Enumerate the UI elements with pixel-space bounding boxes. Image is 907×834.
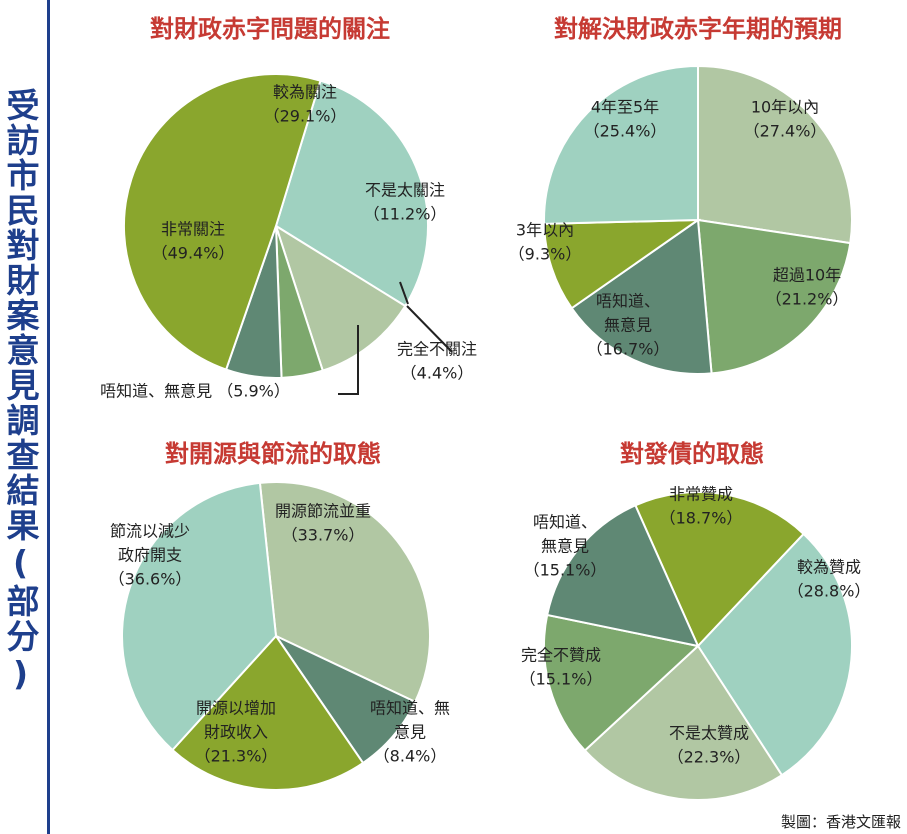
pie3-label-slice-3-line-3: （21.3%） <box>195 747 278 766</box>
pie2-slice-5 <box>543 64 699 225</box>
pie2-slice-2 <box>696 218 852 375</box>
pie3-slice-1 <box>258 481 431 704</box>
pie4-label-slice-2-line-2: （28.8%） <box>788 582 871 601</box>
pie2-label-4-5-5-line-1: 4年至5年 <box>591 98 659 117</box>
pie1-slice-5 <box>122 73 322 371</box>
pie2-label-slice-3-line-3: （16.7%） <box>587 340 670 359</box>
pie3-label-slice-4-line-3: （36.6%） <box>109 570 192 589</box>
pie3-label-slice-2-line-2: 意見 <box>394 723 426 742</box>
pie4-slice-4 <box>543 613 701 752</box>
side-divider <box>47 0 50 834</box>
pie4-title: 對發債的取態 <box>620 440 764 468</box>
pie2-slice-3 <box>570 218 713 375</box>
pie4-label-slice-4-line-1: 完全不贊成 <box>521 646 601 665</box>
pie3-label-slice-1-line-2: （33.7%） <box>282 526 365 545</box>
pie2-label-10-2-line-1: 超過10年 <box>773 266 841 285</box>
pie1-label-slice-5-line-2: （49.4%） <box>152 244 235 263</box>
pie3-slice-3 <box>171 634 365 791</box>
pie3-slice-4 <box>121 481 278 752</box>
side-title: 受訪市民對財案意見調查結果(部分) <box>1 88 40 695</box>
pie4-slice-1 <box>634 491 806 648</box>
pie1-label-slice-3-line-1: 完全不關注 <box>397 340 477 359</box>
pie4-label-slice-5-line-2: 無意見 <box>541 537 589 556</box>
pie2-slice-4 <box>543 218 702 310</box>
pie4-label-slice-3-line-2: （22.3%） <box>668 748 751 767</box>
pie3-label-slice-3-line-2: 財政收入 <box>204 723 268 742</box>
pie2-label-10-1-line-2: （27.4%） <box>744 122 827 141</box>
pie1-label-slice-3-line-2: （4.4%） <box>401 364 474 383</box>
pie2-label-10-2-line-2: （21.2%） <box>766 290 849 309</box>
pie4-label-slice-3-line-1: 不是太贊成 <box>669 724 749 743</box>
pie4-slice-3 <box>583 644 784 801</box>
pie1-label-slice-1-line-1: 較為關注 <box>273 83 337 102</box>
pie1-leader-line-3 <box>338 325 359 395</box>
pie4-label-slice-4-line-2: （15.1%） <box>520 670 603 689</box>
pie4-label-slice-5-line-3: （15.1%） <box>524 561 607 580</box>
pie3-title: 對開源與節流的取態 <box>165 440 381 468</box>
pie1-label-slice-4-line-1: 唔知道、無意見 （5.9%） <box>100 382 290 401</box>
pie1-leader-line-2 <box>406 305 453 353</box>
pie2-label-3-4-line-1: 3年以內 <box>516 221 574 240</box>
credit-line: 製圖：香港文匯報 <box>780 813 901 831</box>
pie3-label-slice-3-line-1: 開源以增加 <box>196 699 276 718</box>
pie2-slice-1 <box>697 64 853 245</box>
pie1-slice-1 <box>274 79 429 308</box>
pie1-slice-2 <box>274 223 407 372</box>
pie3-label-slice-4-line-1: 節流以減少 <box>110 522 190 541</box>
pie2-label-slice-3-line-2: 無意見 <box>604 316 652 335</box>
pie4-slice-5 <box>545 503 700 648</box>
pie2-label-4-5-5-line-2: （25.4%） <box>584 122 667 141</box>
pie3-label-slice-2-line-1: 唔知道、無 <box>370 699 450 718</box>
pie4-label-slice-2-line-1: 較為贊成 <box>797 558 861 577</box>
pie1-title: 對財政赤字問題的關注 <box>150 15 390 43</box>
pie1-label-slice-2-line-2: （11.2%） <box>364 205 447 224</box>
pie4-label-slice-5-line-1: 唔知道、 <box>533 513 597 532</box>
pie2-label-slice-3-line-1: 唔知道、 <box>596 292 660 311</box>
pie4-label-slice-1-line-1: 非常贊成 <box>669 485 733 504</box>
pie4-label-slice-1-line-2: （18.7%） <box>660 509 743 528</box>
pie3-label-slice-2-line-3: （8.4%） <box>374 747 447 766</box>
pie2-title: 對解決財政赤字年期的預期 <box>554 15 842 43</box>
pie2-label-10-1-line-1: 10年以內 <box>751 98 819 117</box>
pie3-label-slice-4-line-2: 政府開支 <box>118 546 182 565</box>
pie1-label-slice-1-line-2: （29.1%） <box>264 107 347 126</box>
pie1-label-slice-5-line-1: 非常關注 <box>161 220 225 239</box>
pie1-label-slice-2-line-1: 不是太關注 <box>365 181 445 200</box>
pie4-slice-2 <box>696 532 853 777</box>
pie2-label-3-4-line-2: （9.3%） <box>509 245 582 264</box>
pie3-label-slice-1-line-1: 開源節流並重 <box>275 502 371 521</box>
pie1-leader-line-1 <box>399 281 409 305</box>
